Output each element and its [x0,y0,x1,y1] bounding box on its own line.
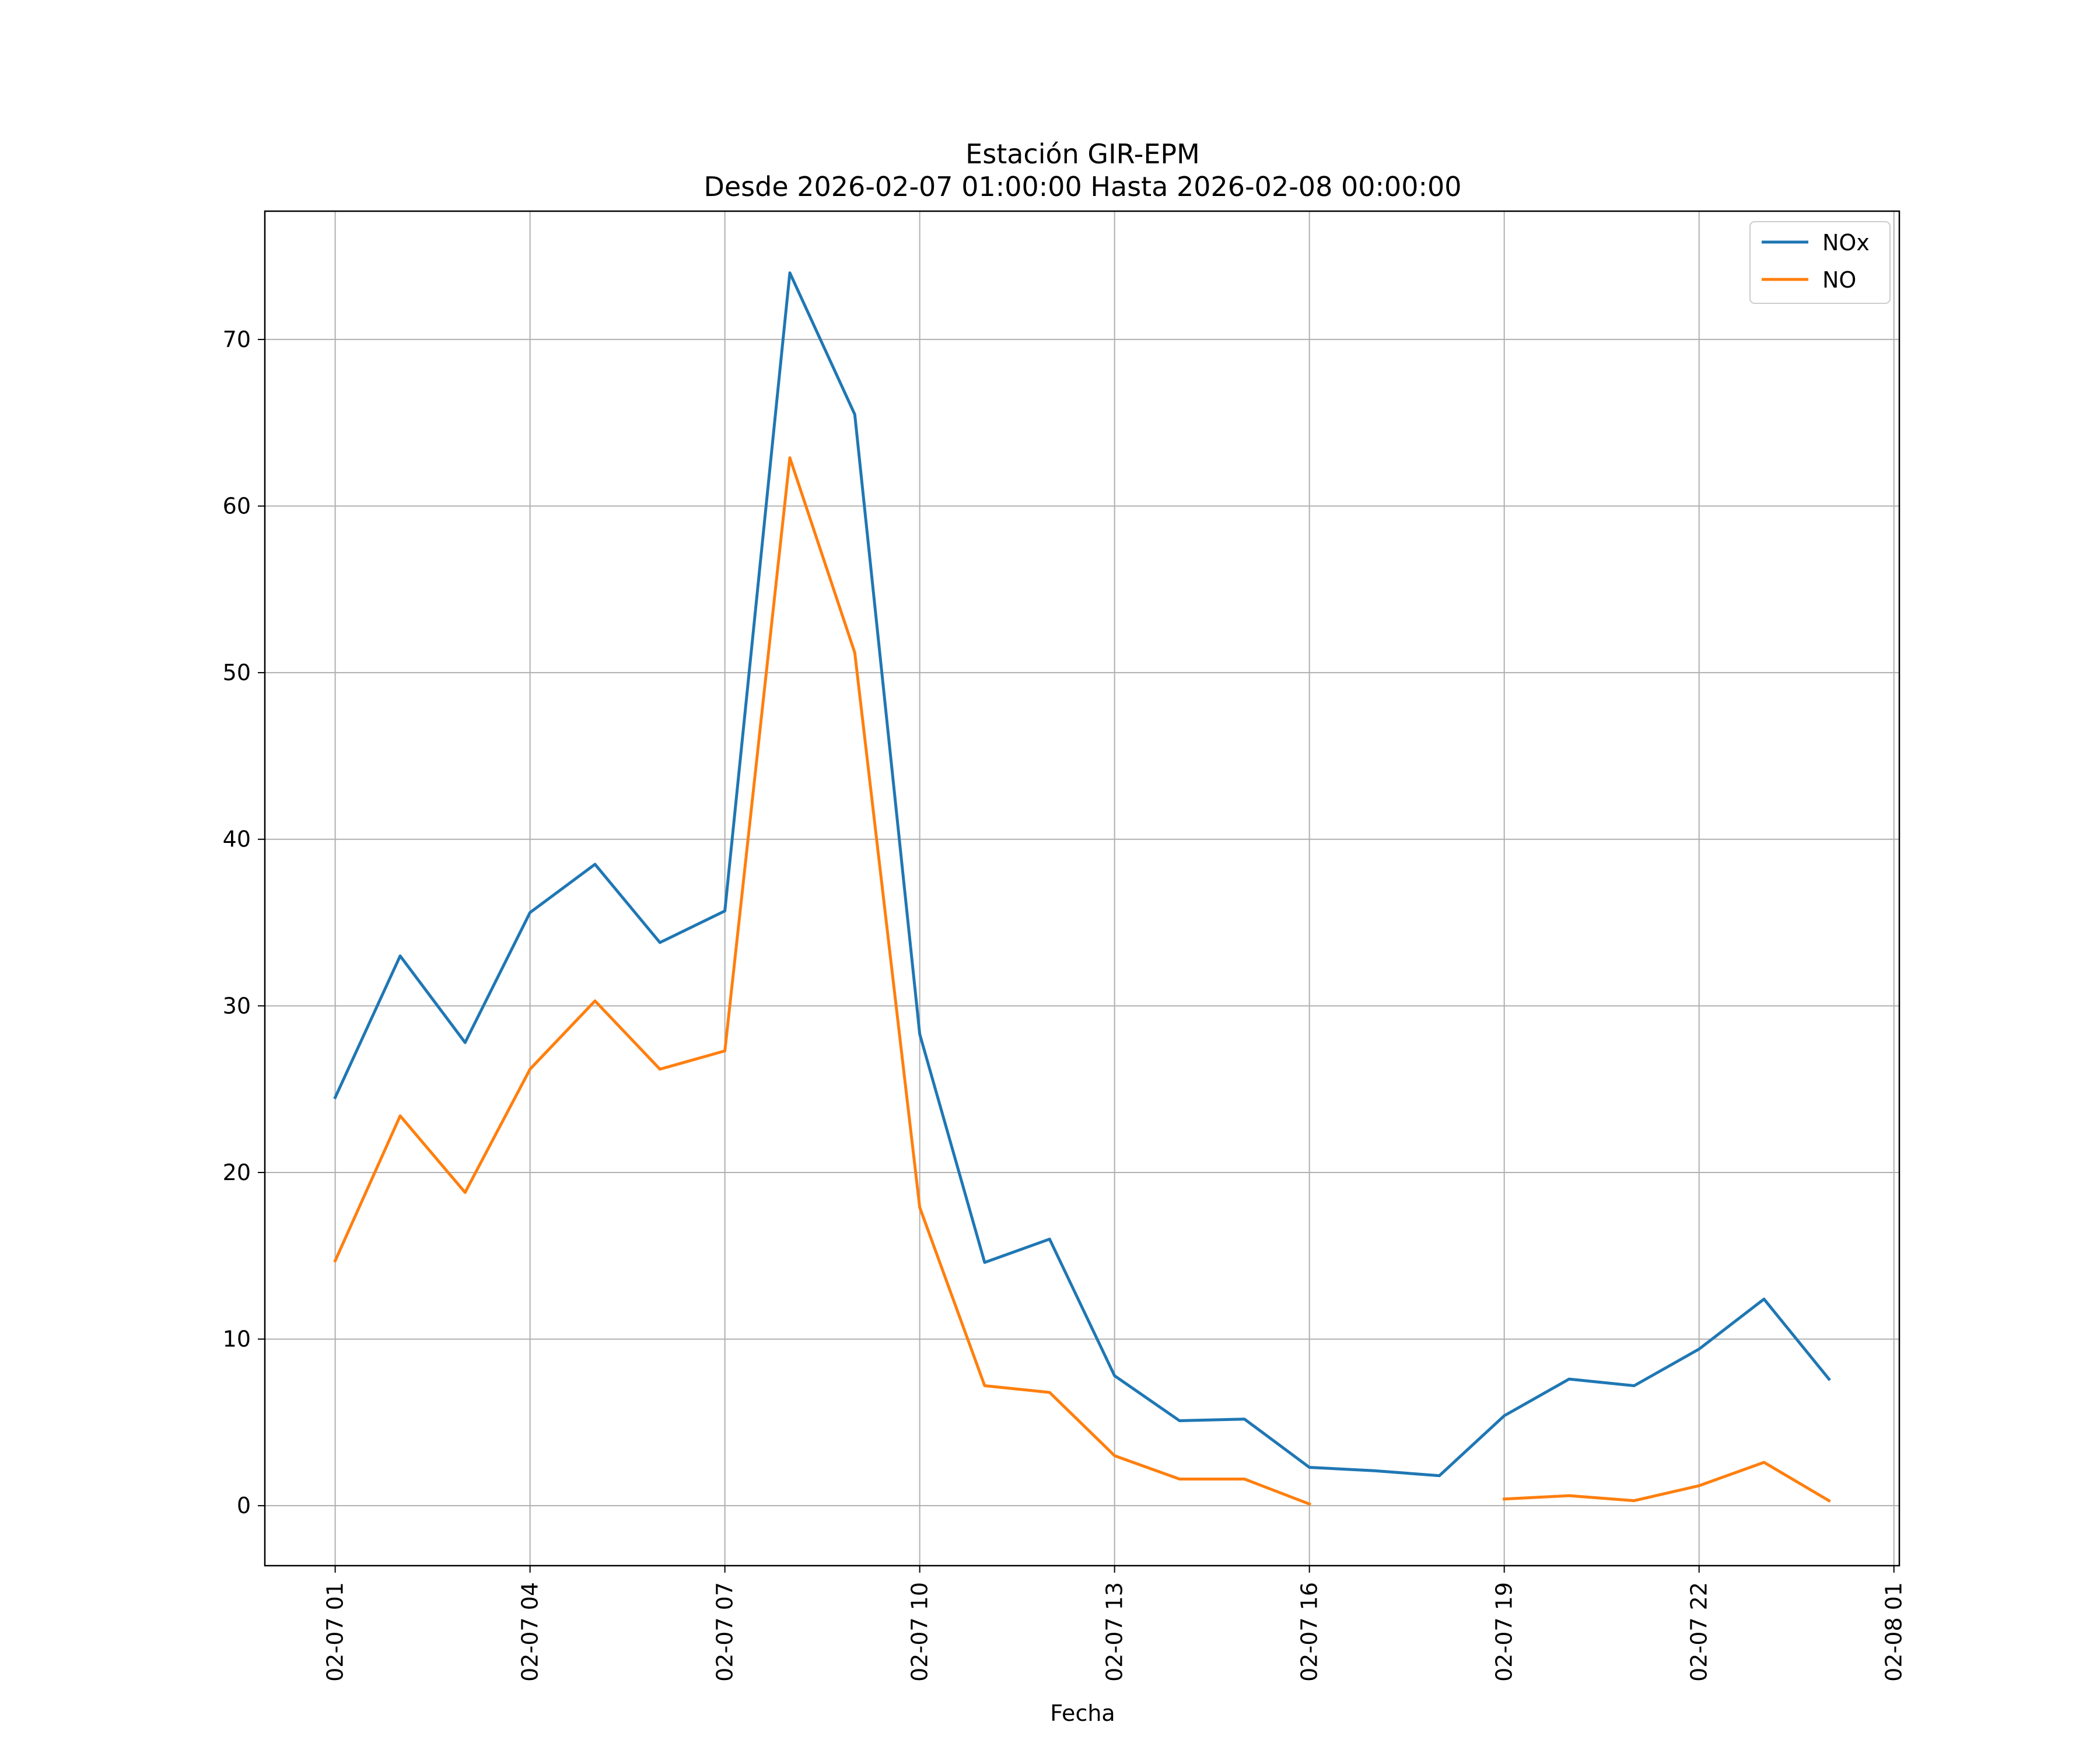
chart-subtitle: Desde 2026-02-07 01:00:00 Hasta 2026-02-… [704,171,1461,202]
x-tick-label: 02-07 07 [712,1582,738,1682]
grid [265,211,1899,1566]
x-axis-label: Fecha [1050,1700,1115,1726]
x-tick-label: 02-07 13 [1102,1582,1128,1682]
series-line-no [1503,1461,1831,1503]
y-tick-label: 70 [223,327,251,352]
plot-frame [264,210,1901,1567]
legend-label-nox: NOx [1822,230,1870,256]
x-axis-ticks: 02-07 01 02-07 04 02-07 07 02-07 10 02-07 13… [323,1566,1907,1682]
y-tick-label: 60 [223,494,251,519]
x-tick-label: 02-07 04 [517,1582,543,1682]
y-tick-label: 30 [223,993,251,1019]
chart-title: Estación GIR-EPM [965,138,1200,170]
x-tick-label: 02-07 16 [1297,1582,1322,1682]
x-tick-label: 02-07 22 [1686,1582,1712,1682]
x-tick-label: 02-07 19 [1492,1582,1517,1682]
y-tick-label: 10 [223,1326,251,1352]
legend-label-no: NO [1822,267,1856,293]
x-tick-label: 02-07 01 [323,1582,348,1682]
y-tick-label: 0 [237,1493,251,1518]
y-tick-label: 50 [223,660,251,685]
y-axis-ticks: 0 10 20 30 40 50 60 70 [223,327,265,1518]
legend: NOx NO [1749,221,1891,304]
series-line-nox [333,271,1831,1478]
series-lines [333,271,1831,1506]
series-line-no [333,456,1311,1506]
x-tick-label: 02-08 01 [1881,1582,1907,1682]
y-tick-label: 20 [223,1160,251,1185]
axes [264,210,1901,1567]
y-tick-label: 40 [223,827,251,852]
x-tick-label: 02-07 10 [907,1582,933,1682]
